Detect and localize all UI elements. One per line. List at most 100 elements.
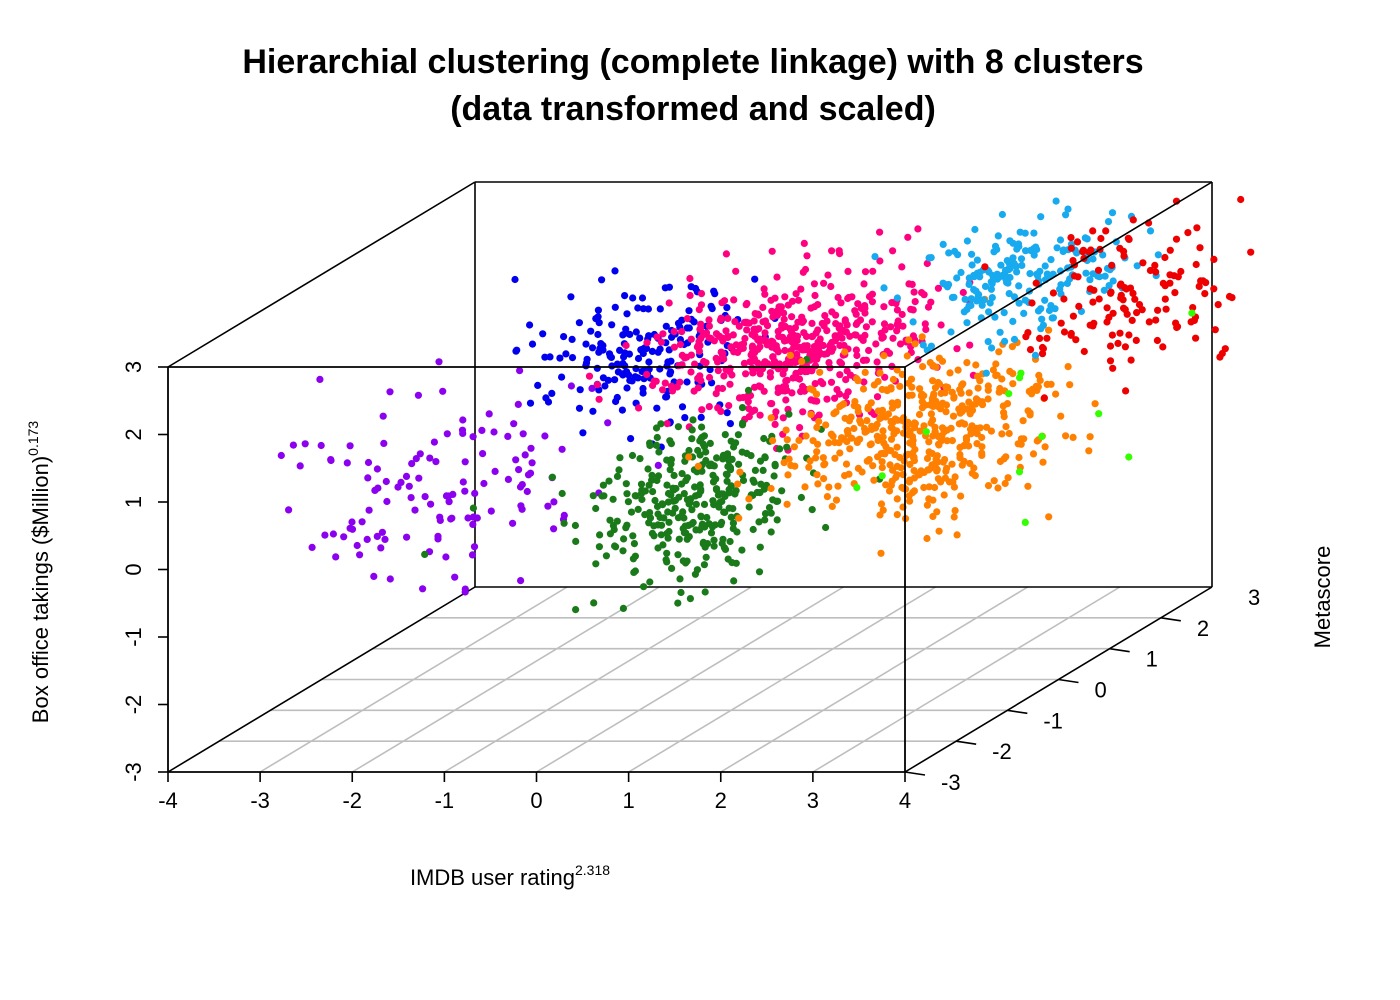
data-point [592, 504, 600, 513]
data-point [886, 461, 894, 469]
data-point [915, 410, 924, 419]
data-point [348, 518, 356, 526]
data-point [1031, 351, 1040, 359]
data-point [836, 449, 844, 457]
data-point [1060, 295, 1068, 303]
chart-subtitle: (data transformed and scaled) [450, 90, 936, 128]
data-point [1041, 443, 1049, 451]
data-point [346, 442, 354, 450]
data-point [1154, 306, 1162, 314]
data-point [888, 299, 896, 307]
data-point [893, 366, 901, 374]
data-point [873, 420, 881, 428]
data-point [931, 384, 940, 392]
data-point [675, 362, 683, 370]
data-point [364, 474, 372, 482]
data-point [887, 323, 895, 331]
data-point [692, 526, 700, 534]
data-point [934, 284, 943, 292]
data-point [728, 455, 736, 463]
data-point [487, 507, 495, 515]
data-point [700, 432, 709, 440]
data-point [889, 334, 897, 342]
data-point [780, 315, 788, 323]
data-point [1064, 363, 1072, 371]
data-point [740, 359, 749, 367]
data-point [761, 329, 769, 337]
data-point [575, 319, 584, 327]
data-point [996, 384, 1004, 393]
data-point [558, 373, 566, 381]
data-point [718, 384, 727, 393]
data-point [989, 274, 998, 283]
data-point [378, 528, 386, 536]
data-point [800, 342, 809, 350]
data-point [613, 517, 621, 525]
data-point [984, 395, 992, 403]
data-point [504, 475, 512, 483]
data-point [678, 470, 686, 478]
data-point [623, 310, 631, 318]
data-point [874, 377, 882, 386]
data-point [831, 394, 839, 402]
data-point [697, 290, 706, 298]
data-point [940, 280, 949, 288]
data-point [984, 338, 992, 346]
data-point [965, 389, 973, 397]
data-point [1005, 266, 1013, 274]
data-point [722, 327, 730, 335]
data-point [718, 518, 726, 527]
data-point [523, 487, 531, 496]
data-point [851, 398, 859, 406]
data-point [893, 427, 901, 435]
data-point [785, 455, 793, 463]
data-point [592, 560, 600, 568]
data-point [562, 350, 570, 358]
data-point [627, 508, 636, 516]
data-point [784, 301, 792, 309]
data-point [627, 435, 635, 443]
data-point [996, 328, 1004, 336]
data-point [797, 493, 806, 502]
data-point [1109, 364, 1117, 372]
data-point [329, 530, 337, 538]
data-point [1210, 285, 1218, 293]
tick-label: 3 [807, 788, 819, 813]
data-point [665, 518, 673, 526]
data-point [1067, 331, 1075, 339]
data-point [515, 466, 523, 474]
data-point [923, 259, 931, 268]
data-point [841, 317, 849, 325]
data-point [873, 358, 881, 366]
data-point [896, 382, 904, 390]
data-point [933, 452, 941, 460]
data-point [864, 403, 872, 411]
data-point [1095, 273, 1104, 281]
data-point [712, 390, 720, 398]
data-point [861, 302, 869, 310]
data-point [798, 357, 806, 366]
data-point [978, 398, 986, 406]
data-point [576, 386, 584, 394]
data-point [918, 398, 926, 406]
data-point [669, 509, 677, 517]
data-point [653, 404, 661, 412]
data-point [772, 408, 780, 416]
data-point [382, 477, 390, 486]
data-point [819, 454, 827, 462]
data-point [897, 464, 905, 472]
data-point [983, 423, 991, 431]
data-point [889, 247, 897, 255]
data-point [539, 330, 547, 338]
data-point [950, 513, 958, 521]
data-point [968, 250, 976, 258]
data-point [825, 439, 833, 447]
tick-label: -2 [121, 695, 146, 715]
data-point [973, 256, 982, 264]
data-point [461, 487, 469, 495]
data-point [631, 552, 640, 560]
data-point [872, 340, 880, 348]
data-point [957, 389, 965, 397]
data-point [1121, 343, 1129, 351]
data-point [812, 390, 821, 398]
